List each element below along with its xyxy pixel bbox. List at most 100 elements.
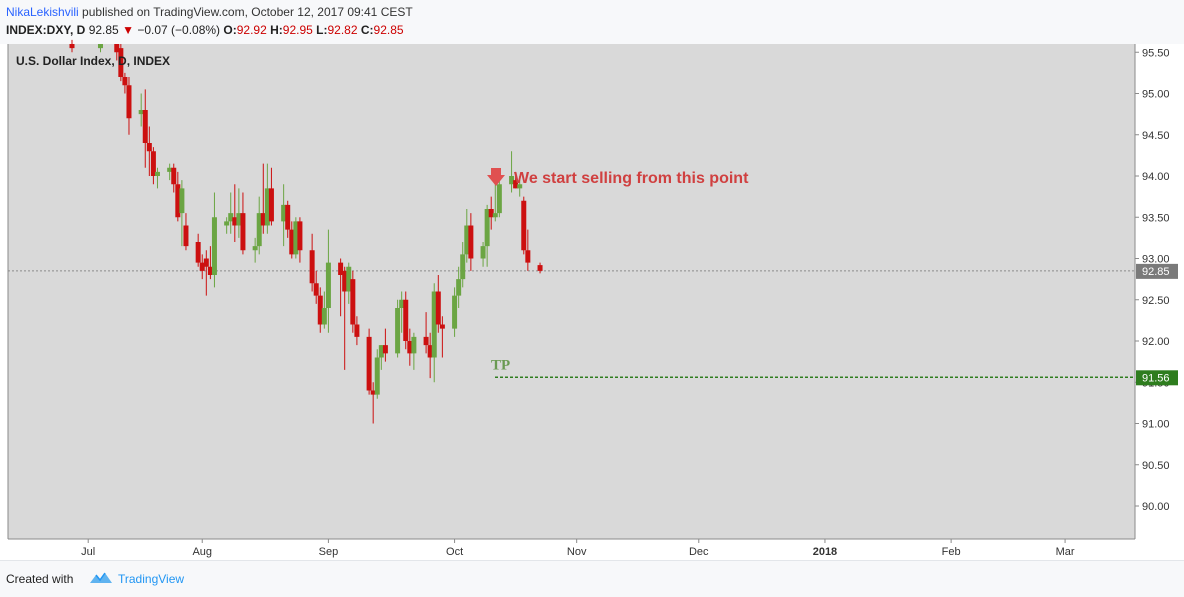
candle-body <box>468 225 474 259</box>
chart-title: U.S. Dollar Index, D, INDEX <box>16 54 170 68</box>
candle <box>521 196 527 255</box>
candle-body <box>321 308 327 325</box>
candle-body <box>513 180 519 189</box>
candle-body <box>69 44 75 49</box>
candle-body <box>175 184 181 218</box>
candle-body <box>232 217 238 226</box>
candle <box>268 167 274 226</box>
candle <box>195 233 201 267</box>
candle-body <box>403 299 409 341</box>
quote-line: INDEX:DXY, D 92.85 ▼ −0.07 (−0.08%) O:92… <box>6 23 404 37</box>
candle <box>207 246 213 280</box>
candle-body <box>224 221 230 226</box>
candle-body <box>338 262 344 275</box>
y-tick-label: 90.00 <box>1142 501 1170 513</box>
high-value: 92.95 <box>282 23 313 37</box>
y-tick-label: 93.00 <box>1142 254 1170 266</box>
candle-body <box>427 345 433 358</box>
candle-body <box>256 213 262 247</box>
candle <box>366 328 372 395</box>
candle <box>317 287 323 333</box>
candle-body <box>122 77 128 86</box>
candle-body <box>240 213 246 251</box>
candle-body <box>97 44 103 49</box>
candle-body <box>317 295 323 325</box>
candle <box>346 262 352 304</box>
candle-body <box>435 291 441 325</box>
candle-body <box>260 213 266 226</box>
candle <box>203 250 209 296</box>
low-label: L: <box>316 23 328 37</box>
candle-body <box>480 246 486 259</box>
candle-body <box>252 246 258 251</box>
price-chart[interactable]: 95.50 95.00 94.50 94.00 93.50 93.00 92.50 92.00… <box>0 0 1184 560</box>
chart-header: NikaLekishvili published on TradingView.… <box>0 0 1184 44</box>
candle-body <box>366 336 372 391</box>
x-tick-label: 2018 <box>813 546 837 558</box>
candle <box>69 39 75 53</box>
candle <box>517 176 523 197</box>
candle-body <box>464 225 470 255</box>
candle-body <box>114 44 120 53</box>
low-value: 92.82 <box>327 23 358 37</box>
candle <box>252 237 258 263</box>
candle-body <box>423 336 429 346</box>
x-tick-label: Aug <box>192 546 212 558</box>
candle-body <box>350 279 356 325</box>
candle <box>395 299 401 358</box>
candle <box>484 204 490 267</box>
x-tick-label: Feb <box>942 546 961 558</box>
tp-label: TP <box>491 357 510 373</box>
candle <box>167 163 173 181</box>
candle-body <box>146 143 152 152</box>
candle <box>260 163 266 234</box>
x-tick-label: Dec <box>689 546 709 558</box>
author-link[interactable]: NikaLekishvili <box>6 5 79 19</box>
candle-body <box>496 184 502 214</box>
candle <box>199 254 205 280</box>
candle <box>460 242 466 288</box>
candle-body <box>285 204 291 230</box>
candle-body <box>167 167 173 172</box>
candle <box>439 316 445 358</box>
candle-body <box>154 171 160 176</box>
candle-body <box>431 291 437 358</box>
candle-body <box>399 299 405 308</box>
open-label: O: <box>223 23 237 37</box>
last-price-tag <box>1136 263 1178 279</box>
candle-body <box>195 242 201 263</box>
candle-body <box>203 258 209 267</box>
candle <box>423 312 429 354</box>
candle <box>525 229 531 271</box>
candle <box>289 221 295 259</box>
tradingview-logo-icon[interactable] <box>88 570 114 586</box>
candle-body <box>517 184 523 189</box>
candle <box>154 167 160 189</box>
candle <box>171 163 177 193</box>
candle-body <box>395 308 401 354</box>
candle-body <box>525 250 531 263</box>
candle <box>321 291 327 329</box>
candle-body <box>521 200 527 251</box>
candle-body <box>118 48 124 77</box>
change-text: −0.07 (−0.08%) <box>137 23 221 37</box>
candle <box>150 147 156 185</box>
candle-body <box>509 176 515 185</box>
time-axis <box>8 539 1184 560</box>
x-tick-label: Mar <box>1056 546 1075 558</box>
tradingview-link[interactable]: TradingView <box>118 572 185 586</box>
candle <box>97 44 103 53</box>
x-tick-label: Jul <box>81 546 95 558</box>
candle-body <box>313 283 319 296</box>
open-value: 92.92 <box>236 23 267 37</box>
candle <box>382 328 388 362</box>
candle-body <box>138 110 144 115</box>
candle-body <box>150 151 156 176</box>
price-axis <box>1135 44 1184 539</box>
candle-body <box>142 110 148 143</box>
candle-body <box>382 345 388 354</box>
candle <box>122 72 128 94</box>
candle-body <box>199 262 205 271</box>
candle-body <box>439 324 445 329</box>
candle <box>114 44 120 61</box>
